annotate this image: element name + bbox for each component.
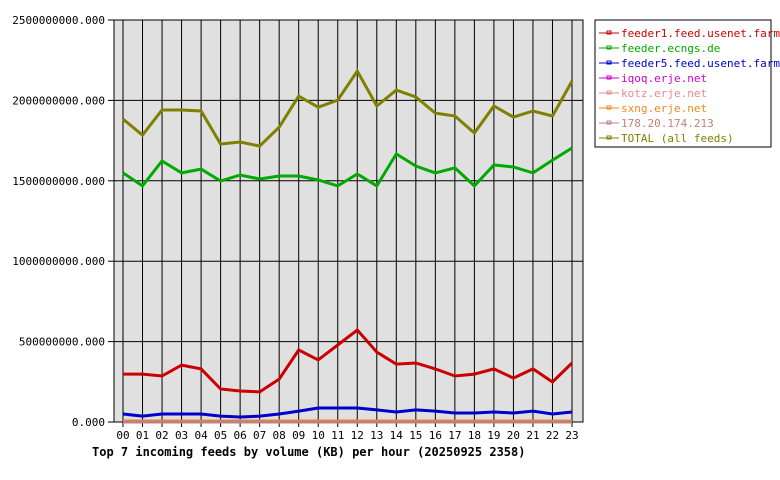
x-tick-label: 04 (194, 429, 208, 442)
x-tick-label: 10 (312, 429, 325, 442)
x-tick-label: 11 (331, 429, 344, 442)
legend-entry: 178.20.174.213 (621, 117, 714, 130)
y-axis: 0.000 500000000.000 1000000000.000 15000000… (12, 14, 114, 429)
legend-entry: kotz.erje.net (621, 87, 707, 100)
x-tick-label: 13 (370, 429, 383, 442)
series-line-7 (122, 68, 574, 148)
x-tick-label: 17 (448, 429, 461, 442)
legend-marker-icon (606, 45, 612, 50)
x-tick-label: 01 (136, 429, 149, 442)
x-tick-label: 08 (273, 429, 286, 442)
x-tick-label: 19 (487, 429, 500, 442)
legend-marker-icon (606, 75, 612, 80)
x-axis: 00 01 02 03 04 05 06 07 08 09 10 11 12 13 14 15 16 17 18 19… (116, 429, 578, 442)
x-tick-label: 07 (253, 429, 266, 442)
legend-marker-icon (606, 135, 612, 140)
series-line-2 (122, 406, 573, 419)
legend-marker-icon (606, 30, 612, 35)
y-tick-label: 2000000000.000 (12, 94, 105, 107)
chart-title: Top 7 incoming feeds by volume (KB) per … (92, 445, 525, 459)
legend-marker-icon (606, 105, 612, 110)
x-tick-label: 20 (507, 429, 520, 442)
y-tick-label: 500000000.000 (19, 336, 105, 349)
series-lines (122, 68, 574, 424)
x-tick-label: 16 (429, 429, 442, 442)
legend-entry: feeder5.feed.usenet.farm (621, 57, 780, 70)
y-tick-label: 1500000000.000 (12, 175, 105, 188)
x-tick-label: 14 (390, 429, 404, 442)
legend-entry: iqoq.erje.net (621, 72, 707, 85)
legend-marker-icon (606, 120, 612, 125)
series-line-1 (122, 146, 573, 189)
x-tick-label: 18 (468, 429, 481, 442)
y-tick-label: 0.000 (72, 416, 105, 429)
plot-area (113, 19, 584, 423)
legend-box (594, 19, 772, 148)
legend-marker-icon (606, 60, 612, 65)
grid-lines (114, 19, 583, 427)
series-line-0 (123, 327, 574, 394)
x-tick-label: 22 (546, 429, 559, 442)
legend-entry: feeder.ecngs.de (621, 42, 720, 55)
x-tick-label: 15 (409, 429, 422, 442)
legend-marker-icon (606, 90, 612, 95)
legend: feeder1.feed.usenet.farm feeder.ecngs.de f… (594, 19, 780, 148)
x-tick-label: 21 (526, 429, 539, 442)
y-tick-label: 2500000000.000 (12, 14, 105, 27)
x-tick-label: 09 (292, 429, 305, 442)
x-tick-label: 05 (214, 429, 227, 442)
x-tick-label: 23 (565, 429, 578, 442)
legend-entry: sxng.erje.net (621, 102, 707, 115)
x-tick-label: 03 (175, 429, 188, 442)
x-tick-label: 12 (351, 429, 364, 442)
legend-entry: feeder1.feed.usenet.farm (621, 27, 780, 40)
x-tick-label: 00 (116, 429, 129, 442)
x-tick-label: 02 (155, 429, 168, 442)
x-tick-label: 06 (234, 429, 247, 442)
y-tick-label: 1000000000.000 (12, 255, 105, 268)
legend-entry: TOTAL (all feeds) (621, 132, 734, 145)
